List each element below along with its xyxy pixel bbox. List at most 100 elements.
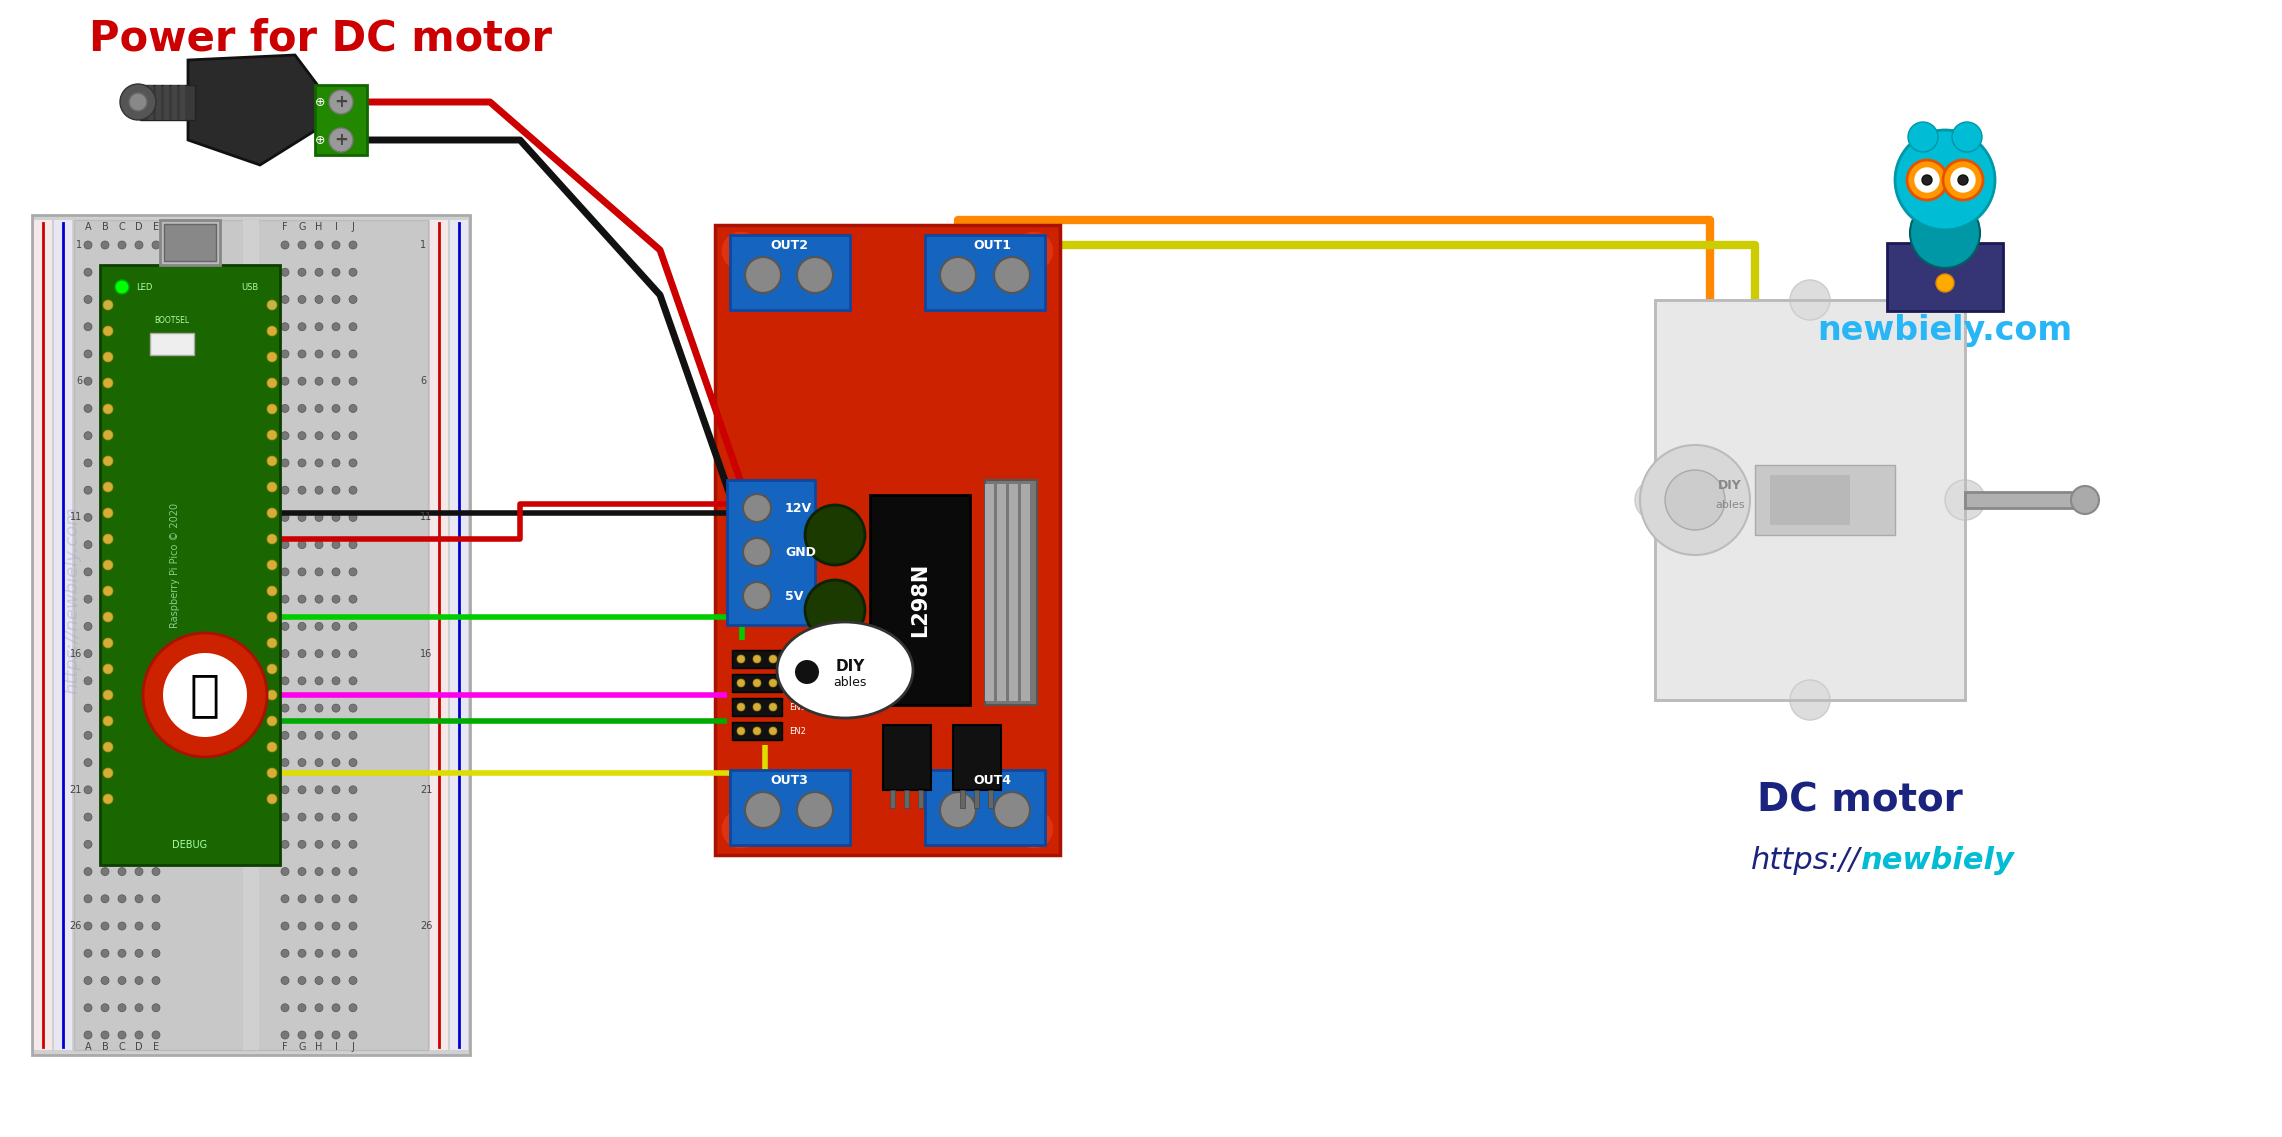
Circle shape	[84, 323, 91, 331]
Text: newbiely.com: newbiely.com	[1816, 314, 2072, 347]
Circle shape	[103, 404, 114, 414]
Circle shape	[135, 758, 144, 766]
Circle shape	[315, 541, 324, 549]
Circle shape	[84, 868, 91, 875]
Circle shape	[281, 813, 290, 821]
Bar	[924, 770, 1045, 845]
Text: 11: 11	[420, 513, 431, 522]
Circle shape	[331, 813, 340, 821]
Bar	[1654, 300, 1965, 700]
Circle shape	[315, 704, 324, 712]
Circle shape	[267, 690, 276, 700]
Text: F: F	[283, 1041, 288, 1052]
Bar	[164, 85, 169, 121]
Circle shape	[299, 922, 306, 930]
Circle shape	[299, 296, 306, 304]
Text: +: +	[333, 93, 347, 111]
Circle shape	[281, 268, 290, 276]
Circle shape	[331, 459, 340, 467]
Bar	[986, 484, 995, 702]
Text: I: I	[335, 222, 338, 232]
Bar	[728, 640, 815, 745]
Circle shape	[331, 323, 340, 331]
Circle shape	[267, 794, 276, 804]
Circle shape	[315, 949, 324, 957]
Circle shape	[349, 868, 356, 875]
Circle shape	[769, 655, 776, 663]
Text: 5V: 5V	[785, 589, 803, 603]
Circle shape	[331, 567, 340, 576]
Circle shape	[281, 405, 290, 413]
Circle shape	[135, 949, 144, 957]
Circle shape	[153, 1004, 160, 1012]
Text: https://newbiely.com: https://newbiely.com	[64, 506, 80, 694]
Circle shape	[753, 679, 760, 687]
Circle shape	[84, 922, 91, 930]
Text: B: B	[103, 1041, 107, 1052]
Circle shape	[153, 432, 160, 440]
Circle shape	[349, 459, 356, 467]
Circle shape	[349, 541, 356, 549]
Bar	[32, 215, 470, 1055]
Circle shape	[114, 280, 130, 294]
Circle shape	[721, 810, 760, 849]
Text: A: A	[84, 222, 91, 232]
Circle shape	[299, 649, 306, 657]
Circle shape	[769, 679, 776, 687]
Circle shape	[267, 352, 276, 362]
Circle shape	[103, 300, 114, 310]
Text: G: G	[299, 222, 306, 232]
Circle shape	[103, 430, 114, 440]
Circle shape	[1634, 480, 1675, 520]
Circle shape	[721, 231, 760, 271]
Text: 1: 1	[420, 240, 427, 250]
Circle shape	[737, 727, 744, 735]
Circle shape	[299, 241, 306, 249]
Circle shape	[1666, 470, 1725, 530]
Circle shape	[281, 840, 290, 848]
Circle shape	[315, 840, 324, 848]
Circle shape	[100, 514, 110, 522]
Circle shape	[281, 595, 290, 603]
Circle shape	[135, 268, 144, 276]
Circle shape	[1951, 168, 1974, 192]
Circle shape	[103, 794, 114, 804]
Bar	[890, 790, 895, 808]
Circle shape	[103, 716, 114, 727]
Circle shape	[281, 323, 290, 331]
Text: GND: GND	[785, 546, 817, 558]
Bar	[988, 790, 993, 808]
Circle shape	[103, 534, 114, 543]
Circle shape	[1910, 198, 1981, 268]
Circle shape	[135, 677, 144, 684]
Circle shape	[315, 1004, 324, 1012]
Circle shape	[299, 514, 306, 522]
Circle shape	[267, 377, 276, 388]
Circle shape	[100, 977, 110, 985]
Circle shape	[281, 541, 290, 549]
Circle shape	[119, 868, 126, 875]
Circle shape	[331, 350, 340, 358]
Circle shape	[331, 840, 340, 848]
Circle shape	[730, 818, 753, 840]
Circle shape	[119, 786, 126, 794]
Circle shape	[315, 268, 324, 276]
Circle shape	[281, 567, 290, 576]
Circle shape	[299, 840, 306, 848]
Circle shape	[744, 257, 780, 293]
Text: USB: USB	[240, 282, 258, 291]
Bar	[954, 725, 1002, 790]
Text: EN1: EN1	[790, 703, 806, 712]
Circle shape	[315, 649, 324, 657]
Circle shape	[281, 868, 290, 875]
Circle shape	[84, 649, 91, 657]
Circle shape	[349, 377, 356, 385]
Circle shape	[153, 977, 160, 985]
Circle shape	[84, 241, 91, 249]
Circle shape	[135, 595, 144, 603]
Text: IN3 IN4: IN3 IN4	[790, 679, 819, 688]
Text: DC motor: DC motor	[1757, 781, 1963, 819]
Circle shape	[153, 758, 160, 766]
Bar	[869, 495, 970, 705]
Text: 39: 39	[267, 302, 276, 308]
